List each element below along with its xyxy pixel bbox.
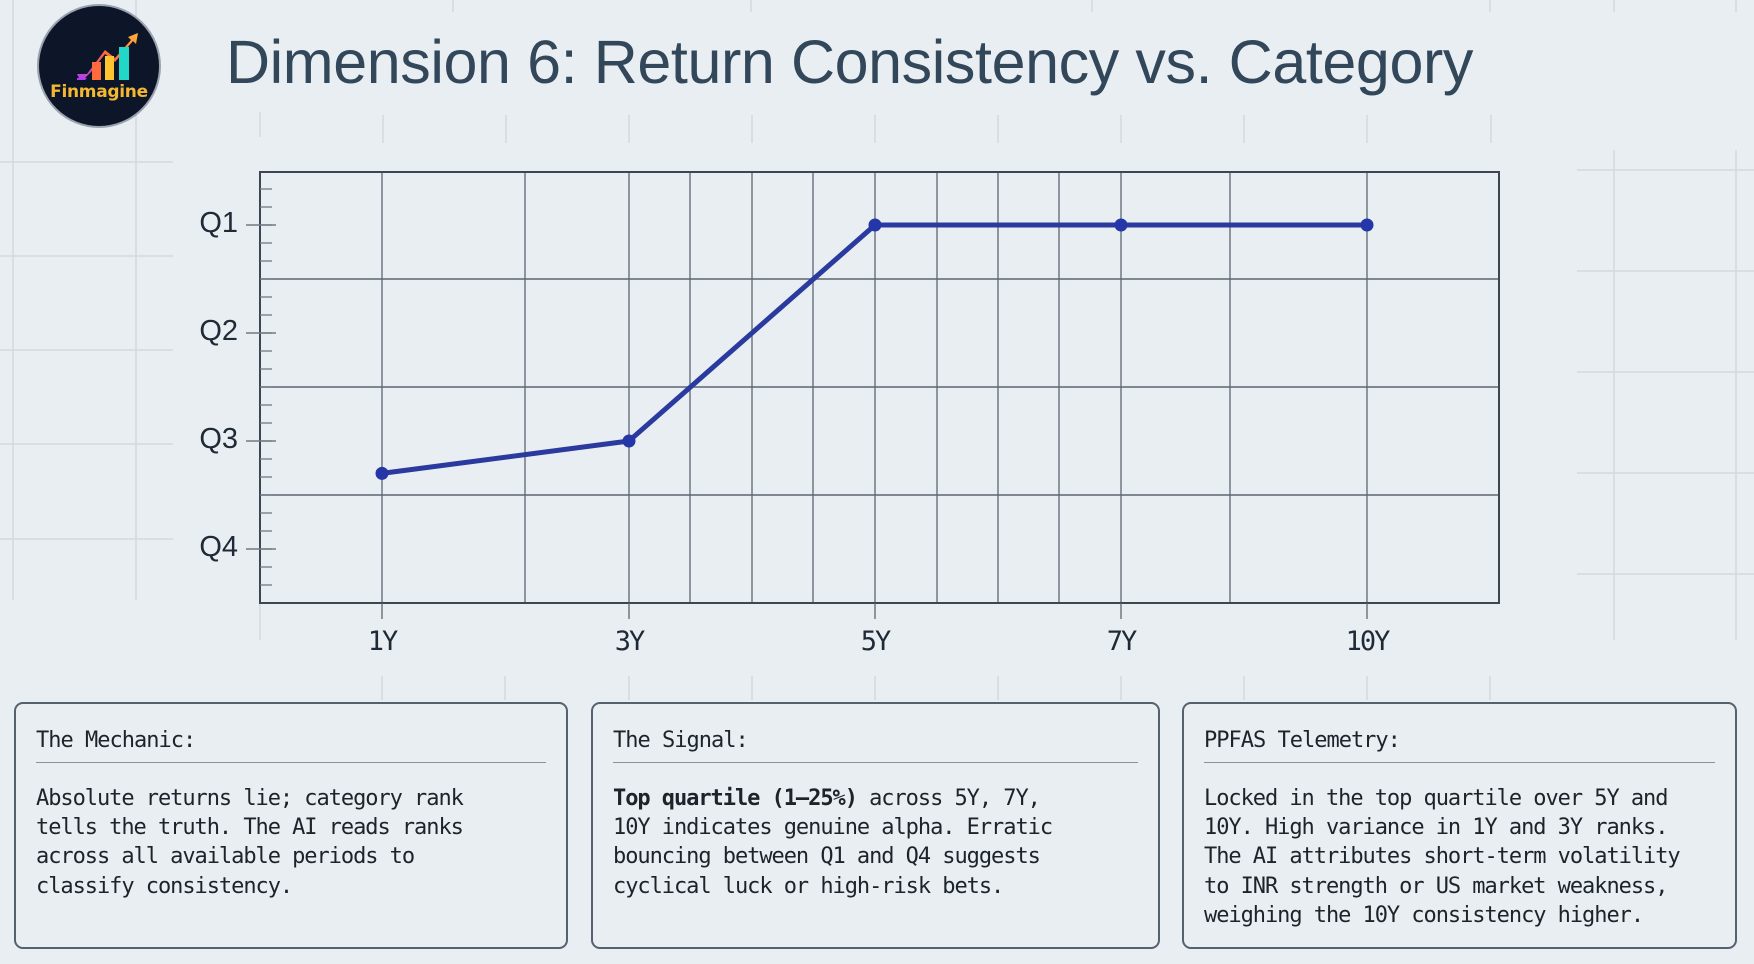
card-signal: The Signal: Top quartile (1–25%) across … bbox=[591, 702, 1160, 949]
x-tick-label: 10Y bbox=[1345, 626, 1391, 657]
brand-name: Finmagine bbox=[50, 82, 148, 102]
card-body-text: Absolute returns lie; category rank tell… bbox=[36, 786, 464, 899]
data-point[interactable] bbox=[868, 218, 882, 232]
growth-chart-icon bbox=[77, 33, 138, 80]
card-heading: PPFAS Telemetry: bbox=[1204, 726, 1715, 763]
card-ppfas-telemetry: PPFAS Telemetry: Locked in the top quart… bbox=[1182, 702, 1737, 949]
quartile-rank-chart: Q1 Q2 Q3 Q4 1Y 3Y 5Y 7Y 10Y bbox=[199, 171, 1500, 657]
page-title: Dimension 6: Return Consistency vs. Cate… bbox=[226, 28, 1473, 96]
y-tick-label: Q3 bbox=[199, 423, 238, 455]
data-point[interactable] bbox=[1360, 218, 1374, 232]
y-tick-label: Q2 bbox=[199, 315, 238, 347]
finmagine-logo: Finmagine bbox=[37, 4, 161, 128]
x-tick-label: 3Y bbox=[614, 626, 646, 657]
card-mechanic: The Mechanic: Absolute returns lie; cate… bbox=[14, 702, 568, 949]
x-tick-label: 1Y bbox=[367, 626, 399, 657]
card-body: Absolute returns lie; category rank tell… bbox=[36, 784, 552, 901]
card-body-emphasis: Top quartile (1–25%) bbox=[613, 786, 858, 811]
x-tick-label: 7Y bbox=[1106, 626, 1138, 657]
y-tick-label: Q1 bbox=[199, 207, 238, 239]
card-heading: The Signal: bbox=[613, 726, 1138, 763]
data-point[interactable] bbox=[375, 466, 389, 480]
card-heading: The Mechanic: bbox=[36, 726, 546, 763]
card-body: Top quartile (1–25%) across 5Y, 7Y, 10Y … bbox=[613, 784, 1144, 901]
data-point[interactable] bbox=[622, 434, 636, 448]
card-body-text: Locked in the top quartile over 5Y and 1… bbox=[1204, 786, 1681, 928]
data-point[interactable] bbox=[1114, 218, 1128, 232]
card-body-text: across 5Y, 7Y, 10Y indicates genuine alp… bbox=[613, 786, 1053, 899]
card-body: Locked in the top quartile over 5Y and 1… bbox=[1204, 784, 1721, 930]
y-tick-label: Q4 bbox=[199, 531, 238, 563]
x-tick-label: 5Y bbox=[860, 626, 892, 657]
chart-plot bbox=[246, 171, 1500, 619]
